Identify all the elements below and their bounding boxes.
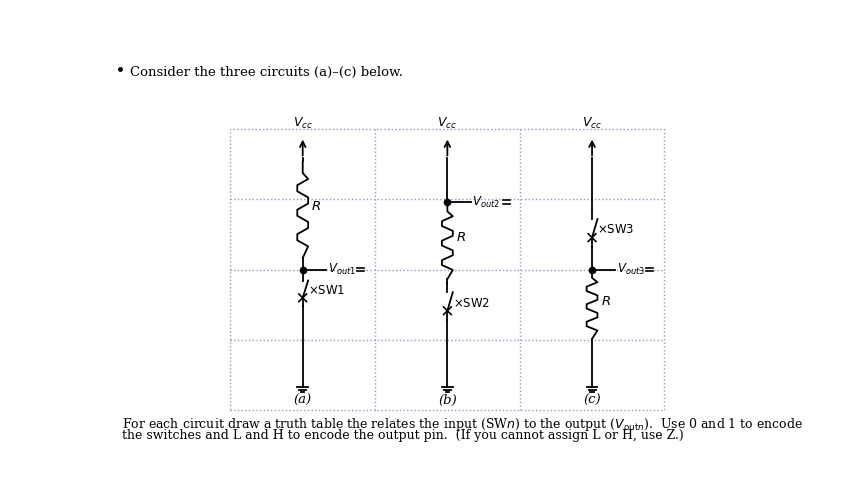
Text: $\times$SW2: $\times$SW2 [453,296,490,309]
Text: $\times$SW1: $\times$SW1 [308,284,346,297]
Text: $V_{\mathit{out2}}$: $V_{\mathit{out2}}$ [472,195,500,210]
Text: the switches and L and H to encode the output pin.  (If you cannot assign L or H: the switches and L and H to encode the o… [122,428,683,442]
Text: $V_{\mathit{out1}}$: $V_{\mathit{out1}}$ [328,262,356,277]
Text: Consider the three circuits (a)–(c) below.: Consider the three circuits (a)–(c) belo… [129,66,403,79]
Text: $V_{\mathit{out3}}$: $V_{\mathit{out3}}$ [617,262,645,277]
Text: $R$: $R$ [456,231,465,244]
Text: $R$: $R$ [601,295,610,307]
Text: $V_{\mathit{cc}}$: $V_{\mathit{cc}}$ [437,115,457,131]
Text: $\times$SW3: $\times$SW3 [597,223,635,236]
Text: (c): (c) [583,394,601,407]
Text: (b): (b) [438,394,457,407]
Text: For each circuit draw a truth table the relates the input (SW$n$) to the output : For each circuit draw a truth table the … [122,416,803,433]
Text: $R$: $R$ [311,200,321,213]
Text: $V_{\mathit{cc}}$: $V_{\mathit{cc}}$ [582,115,602,131]
Text: (a): (a) [294,394,311,407]
Bar [231,129,665,410]
Text: $V_{\mathit{cc}}$: $V_{\mathit{cc}}$ [293,115,312,131]
